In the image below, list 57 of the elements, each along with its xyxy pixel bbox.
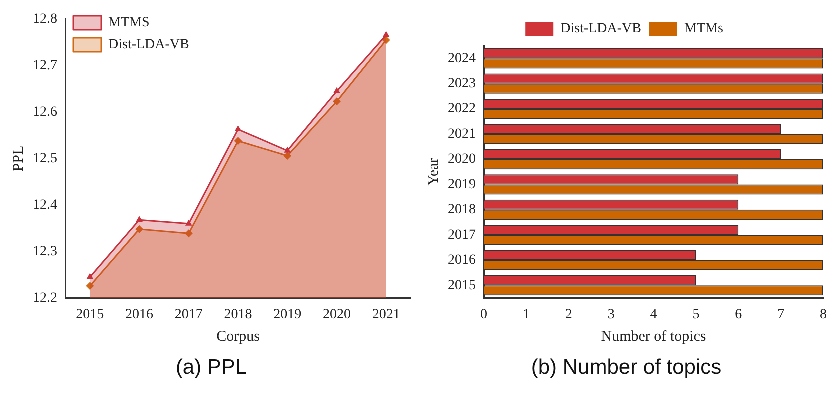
- y-tick-label: 12.2: [33, 290, 58, 306]
- legend-label: Dist-LDA-VB: [560, 22, 642, 37]
- x-tick-label: 2015: [76, 307, 104, 322]
- y-tick-label: 12.6: [33, 105, 58, 120]
- y-tick-label: 2023: [448, 76, 476, 92]
- y-tick-label: 2015: [448, 278, 476, 294]
- x-tick-label: 4: [650, 307, 658, 322]
- point: [284, 152, 292, 160]
- x-tick-label: 6: [735, 307, 742, 322]
- point: [382, 31, 390, 38]
- x-tick-label: 2016: [126, 307, 154, 322]
- x-tick-label: 8: [820, 307, 827, 322]
- text: (a) PPL: [174, 356, 248, 380]
- y-tick-label: 12.4: [33, 198, 58, 213]
- y-tick-label: 12.7: [33, 58, 58, 74]
- x-axis-title: Corpus: [216, 328, 260, 345]
- legend-label: Dist-LDA-VB: [108, 38, 190, 53]
- text: (b) Number of topics: [530, 356, 723, 380]
- point: [184, 230, 193, 238]
- point: [185, 220, 192, 226]
- y-tick-label: 12.5: [33, 151, 58, 166]
- point: [86, 273, 94, 280]
- point: [284, 146, 292, 153]
- y-axis-title: PPL: [10, 146, 27, 172]
- y-tick-label: 2021: [448, 126, 476, 142]
- y-axis-title: Year: [426, 158, 442, 186]
- point: [86, 282, 94, 290]
- y-tick-label: 2016: [448, 253, 476, 268]
- x-tick-label: 2017: [174, 307, 203, 322]
- x-tick-label: 2018: [224, 307, 252, 322]
- point: [234, 126, 242, 132]
- point: [136, 225, 144, 234]
- y-tick-label: 2022: [448, 102, 476, 117]
- point: [136, 216, 143, 222]
- legend-label: MTMS: [108, 16, 150, 31]
- x-tick-label: 7: [778, 307, 785, 322]
- x-tick-label: 2020: [322, 307, 351, 322]
- point: [334, 87, 340, 94]
- x-axis-title: Number of topics: [601, 328, 706, 345]
- x-tick-label: 3: [608, 307, 615, 322]
- y-tick-label: 2018: [448, 202, 476, 218]
- x-tick-label: 2021: [372, 307, 400, 322]
- point: [382, 36, 390, 44]
- y-tick-label: 2019: [448, 177, 476, 192]
- x-tick-label: 2: [565, 307, 572, 322]
- x-tick-label: 5: [692, 307, 700, 322]
- point: [332, 98, 341, 106]
- y-tick-label: 12.8: [33, 12, 58, 28]
- y-tick-label: 12.3: [33, 244, 58, 260]
- legend-label: MTMs: [684, 22, 724, 37]
- x-tick-label: 2019: [274, 307, 302, 322]
- y-tick-label: 2020: [448, 152, 476, 168]
- point: [234, 137, 242, 146]
- x-tick-label: 1: [522, 307, 530, 322]
- y-tick-label: 2024: [448, 51, 476, 66]
- y-tick-label: 2017: [448, 228, 476, 243]
- x-tick-label: 0: [480, 307, 488, 322]
